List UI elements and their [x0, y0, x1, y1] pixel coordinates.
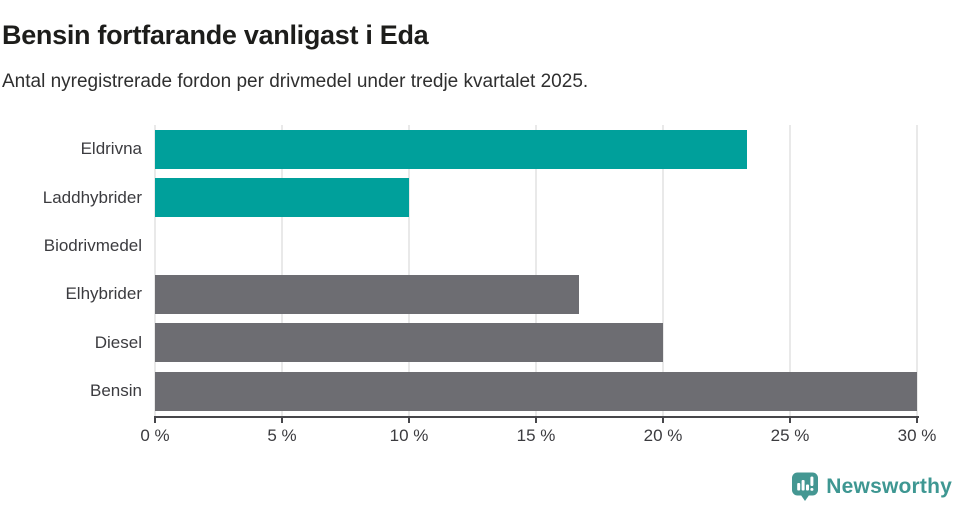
category-label-diesel: Diesel: [94, 332, 142, 352]
bar-bensin: [155, 371, 917, 411]
chart-title: Bensin fortfarande vanligast i Eda: [2, 20, 429, 51]
x-tick-label-30: 30 %: [897, 425, 937, 445]
x-axis-tick-15: [535, 415, 537, 423]
gridline-0%: [154, 125, 156, 416]
newsworthy-logo: Newsworthy: [791, 471, 952, 502]
gridline-10%: [408, 125, 410, 416]
x-axis-tick-20: [662, 415, 664, 423]
newsworthy-wordmark: Newsworthy: [826, 474, 952, 498]
bar-diesel: [155, 323, 663, 363]
category-label-biodrivmedel: Biodrivmedel: [43, 236, 142, 256]
x-axis-tick-10: [408, 415, 410, 423]
x-axis-tick-25: [789, 415, 791, 423]
x-axis-tick-30: [916, 415, 918, 423]
bar-eldrivna: [155, 129, 747, 169]
gridline-30%: [916, 125, 918, 416]
x-tick-label-10: 10 %: [389, 425, 429, 445]
x-tick-label-25: 25 %: [770, 425, 810, 445]
x-axis-tick-0: [154, 415, 156, 423]
gridline-20%: [662, 125, 664, 416]
bar-laddhybrider: [155, 178, 409, 218]
gridline-25%: [789, 125, 791, 416]
gridline-15%: [535, 125, 537, 416]
category-label-eldrivna: Eldrivna: [80, 139, 142, 159]
gridline-5%: [281, 125, 283, 416]
x-tick-label-5: 5 %: [267, 425, 297, 445]
x-tick-label-0: 0 %: [140, 425, 170, 445]
category-label-elhybrider: Elhybrider: [65, 284, 142, 304]
category-label-laddhybrider: Laddhybrider: [42, 187, 142, 207]
x-tick-label-15: 15 %: [516, 425, 556, 445]
chart-subtitle: Antal nyregistrerade fordon per drivmede…: [2, 71, 589, 92]
category-label-bensin: Bensin: [90, 381, 142, 401]
x-axis-tick-5: [281, 415, 283, 423]
x-tick-label-20: 20 %: [643, 425, 683, 445]
bar-chart-speech-bubble-icon: [791, 471, 819, 502]
bar-elhybrider: [155, 274, 580, 314]
